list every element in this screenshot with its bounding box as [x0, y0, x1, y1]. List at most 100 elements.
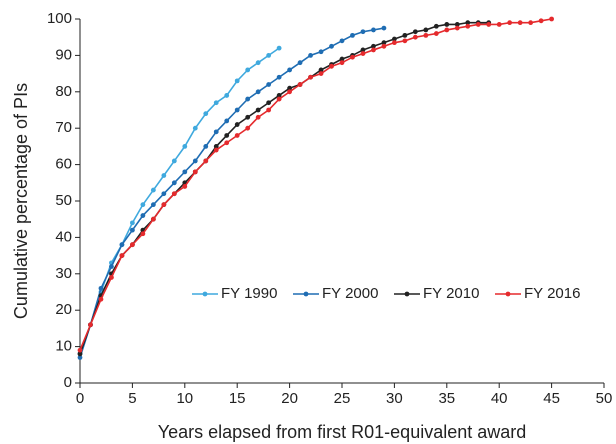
data-point: [98, 285, 104, 291]
data-point: [130, 242, 135, 248]
data-point: [182, 144, 188, 149]
legend-marker: [404, 291, 410, 297]
data-point: [297, 82, 303, 87]
data-point: [224, 93, 230, 98]
data-point: [182, 184, 188, 189]
data-point: [444, 27, 450, 33]
data-point: [150, 216, 156, 222]
data-point: [339, 60, 345, 66]
x-axis-title: Years elapsed from first R01-equivalent …: [158, 422, 527, 442]
data-point: [454, 25, 460, 31]
data-point: [412, 29, 418, 35]
x-tick-label: 25: [334, 390, 351, 407]
data-point: [140, 213, 146, 218]
data-point: [234, 78, 240, 84]
data-point: [119, 242, 125, 248]
series-line: [79, 47, 280, 355]
y-tick-label: 60: [55, 156, 72, 173]
data-point: [203, 144, 209, 149]
data-point: [245, 114, 251, 120]
data-point: [339, 56, 345, 62]
y-tick-label: 40: [55, 228, 72, 245]
data-point: [308, 53, 313, 58]
legend-marker: [505, 291, 511, 297]
data-point: [276, 74, 282, 80]
legend-marker: [202, 291, 208, 297]
data-point: [203, 111, 209, 117]
data-point: [371, 27, 376, 33]
data-point: [255, 114, 261, 120]
data-point: [182, 169, 188, 175]
data-point: [266, 100, 272, 106]
data-point: [266, 82, 272, 87]
x-tick-label: 35: [438, 390, 455, 407]
data-point: [171, 180, 177, 186]
series-line: [79, 18, 552, 351]
data-point: [538, 18, 544, 24]
data-point: [192, 169, 198, 175]
data-point: [318, 49, 324, 55]
data-point: [224, 140, 230, 146]
x-tick-label: 30: [386, 390, 403, 407]
data-point: [360, 47, 366, 53]
series-line: [79, 27, 385, 358]
data-point: [234, 133, 240, 138]
data-point: [371, 47, 376, 53]
y-tick-label: 50: [55, 192, 72, 209]
legend-marker: [303, 291, 309, 297]
data-point: [339, 38, 345, 44]
y-tick-label: 20: [55, 301, 72, 318]
data-point: [454, 22, 460, 27]
data-point: [213, 100, 219, 106]
data-point: [465, 20, 471, 26]
data-point: [140, 202, 146, 208]
data-point: [150, 202, 156, 208]
data-point: [433, 31, 439, 36]
data-point: [444, 22, 450, 27]
data-point: [255, 89, 261, 95]
data-point: [266, 107, 272, 113]
data-point: [161, 202, 167, 208]
data-point: [318, 67, 324, 73]
y-tick-label: 30: [55, 265, 72, 282]
data-point: [255, 107, 261, 113]
y-tick-label: 100: [47, 10, 72, 27]
x-tick-label: 15: [229, 390, 246, 407]
data-point: [412, 34, 418, 40]
data-point: [371, 43, 376, 49]
data-point: [297, 60, 303, 66]
data-point: [213, 129, 219, 135]
data-point: [276, 96, 282, 102]
data-point: [234, 107, 240, 113]
data-point: [528, 20, 534, 26]
x-tick-label: 10: [176, 390, 193, 407]
data-point: [517, 20, 523, 26]
data-point: [496, 22, 502, 27]
data-point: [161, 173, 167, 178]
data-point: [192, 125, 198, 131]
data-point: [161, 191, 167, 197]
data-point: [402, 38, 408, 44]
data-point: [203, 158, 209, 164]
data-point: [213, 144, 219, 149]
data-point: [140, 231, 146, 237]
data-point: [360, 29, 366, 35]
data-point: [318, 71, 324, 76]
data-point: [245, 67, 251, 73]
data-point: [329, 63, 334, 69]
x-tick-label: 40: [491, 390, 508, 407]
data-point: [276, 93, 282, 98]
data-point: [350, 32, 355, 38]
data-point: [507, 20, 513, 26]
data-point: [255, 60, 261, 66]
data-point: [423, 27, 429, 33]
data-point: [549, 16, 554, 22]
data-point: [266, 53, 272, 58]
data-point: [119, 253, 125, 258]
y-tick-label: 90: [55, 46, 72, 63]
x-tick-label: 0: [76, 390, 84, 407]
data-point: [171, 158, 177, 164]
data-point: [287, 89, 292, 95]
legend-label: FY 1990: [221, 285, 277, 302]
